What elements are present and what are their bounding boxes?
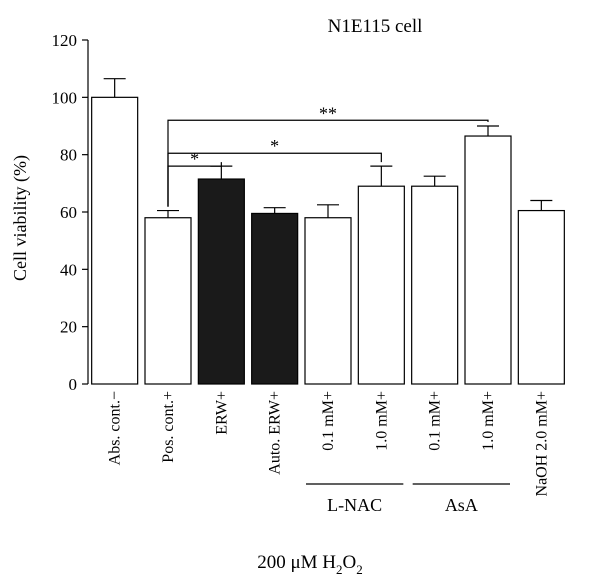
y-axis-label: Cell viability (%) <box>10 155 31 281</box>
y-tick-label: 60 <box>60 203 77 222</box>
category-name: 0.1 mM <box>320 400 337 451</box>
bar <box>358 186 404 384</box>
bar <box>305 218 351 384</box>
h2o2-sign: + <box>427 391 444 400</box>
x-tick-label: NaOH 2.0 mM+ <box>533 391 550 496</box>
y-tick-label: 40 <box>60 260 77 279</box>
category-name: 1.0 mM <box>373 400 390 451</box>
y-tick-label: 80 <box>60 146 77 165</box>
x-tick-label: 0.1 mM+ <box>427 391 444 451</box>
bars-layer <box>92 79 565 384</box>
x-tick-label: Abs. cont.− <box>107 391 124 465</box>
x-tick-label: 1.0 mM+ <box>373 391 390 451</box>
h2o2-sign: − <box>107 391 124 400</box>
category-name: NaOH 2.0 mM <box>533 400 550 496</box>
x-axis-label: 200 μM H2O2 <box>257 552 363 576</box>
category-name: 0.1 mM <box>427 400 444 451</box>
bar <box>198 179 244 384</box>
bar <box>465 136 511 384</box>
x-labels-layer: Abs. cont.−Pos. cont.+ERW+Auto. ERW+0.1 … <box>107 391 551 496</box>
significance-label: * <box>270 136 279 156</box>
category-name: Abs. cont. <box>107 400 124 465</box>
h2o2-sign: + <box>533 391 550 400</box>
x-tick-label: Auto. ERW+ <box>267 391 284 475</box>
x-tick-label: Pos. cont.+ <box>160 391 177 463</box>
significance-label: ** <box>319 103 337 123</box>
y-axis: 0 20 40 60 80 100 120 <box>52 31 89 394</box>
h2o2-sign: + <box>480 391 497 400</box>
bar <box>252 213 298 384</box>
bar <box>412 186 458 384</box>
x-tick-label: 1.0 mM+ <box>480 391 497 451</box>
group-label: AsA <box>445 495 478 515</box>
bar <box>92 97 138 384</box>
bar <box>518 211 564 384</box>
h2o2-sign: + <box>320 391 337 400</box>
x-tick-label: 0.1 mM+ <box>320 391 337 451</box>
significance-label: * <box>190 149 199 169</box>
category-name: Auto. ERW <box>267 399 284 475</box>
h2o2-sign: + <box>213 391 230 400</box>
bar <box>145 218 191 384</box>
category-name: 1.0 mM <box>480 400 497 451</box>
category-name: ERW <box>213 399 230 435</box>
groups-layer: L-NAC AsA <box>306 484 510 515</box>
y-tick-label: 0 <box>69 375 78 394</box>
y-tick-label: 100 <box>52 88 78 107</box>
y-tick-label: 120 <box>52 31 78 50</box>
chart-title: N1E115 cell <box>328 16 423 37</box>
x-tick-label: ERW+ <box>213 391 230 435</box>
h2o2-sign: + <box>373 391 390 400</box>
h2o2-sign: + <box>267 391 284 400</box>
group-label: L-NAC <box>327 495 382 515</box>
y-tick-label: 20 <box>60 318 77 337</box>
h2o2-sign: + <box>160 391 177 400</box>
category-name: Pos. cont. <box>160 400 177 463</box>
